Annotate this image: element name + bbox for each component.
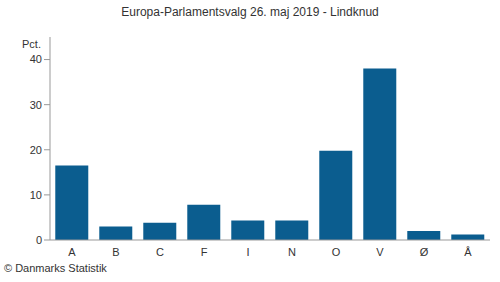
svg-text:Ø: Ø [420, 246, 429, 258]
svg-text:30: 30 [30, 99, 42, 111]
html-text:Pct.: Pct. [22, 38, 41, 50]
html-text:Europa-Parlamentsvalg 26. maj: Europa-Parlamentsvalg 26. maj 2019 - Lin… [121, 5, 379, 19]
svg-text:A: A [68, 246, 76, 258]
svg-text:C: C [156, 246, 164, 258]
svg-text:V: V [376, 246, 384, 258]
svg-text:B: B [112, 246, 119, 258]
svg-text:Å: Å [464, 246, 472, 258]
svg-text:O: O [332, 246, 341, 258]
svg-text:0: 0 [36, 234, 42, 246]
svg-text:N: N [288, 246, 296, 258]
svg-text:20: 20 [30, 144, 42, 156]
svg-text:10: 10 [30, 189, 42, 201]
svg-text:I: I [246, 246, 249, 258]
svg-text:F: F [201, 246, 208, 258]
html-text:© Danmarks Statistik: © Danmarks Statistik [4, 262, 107, 274]
svg-text:40: 40 [30, 53, 42, 65]
